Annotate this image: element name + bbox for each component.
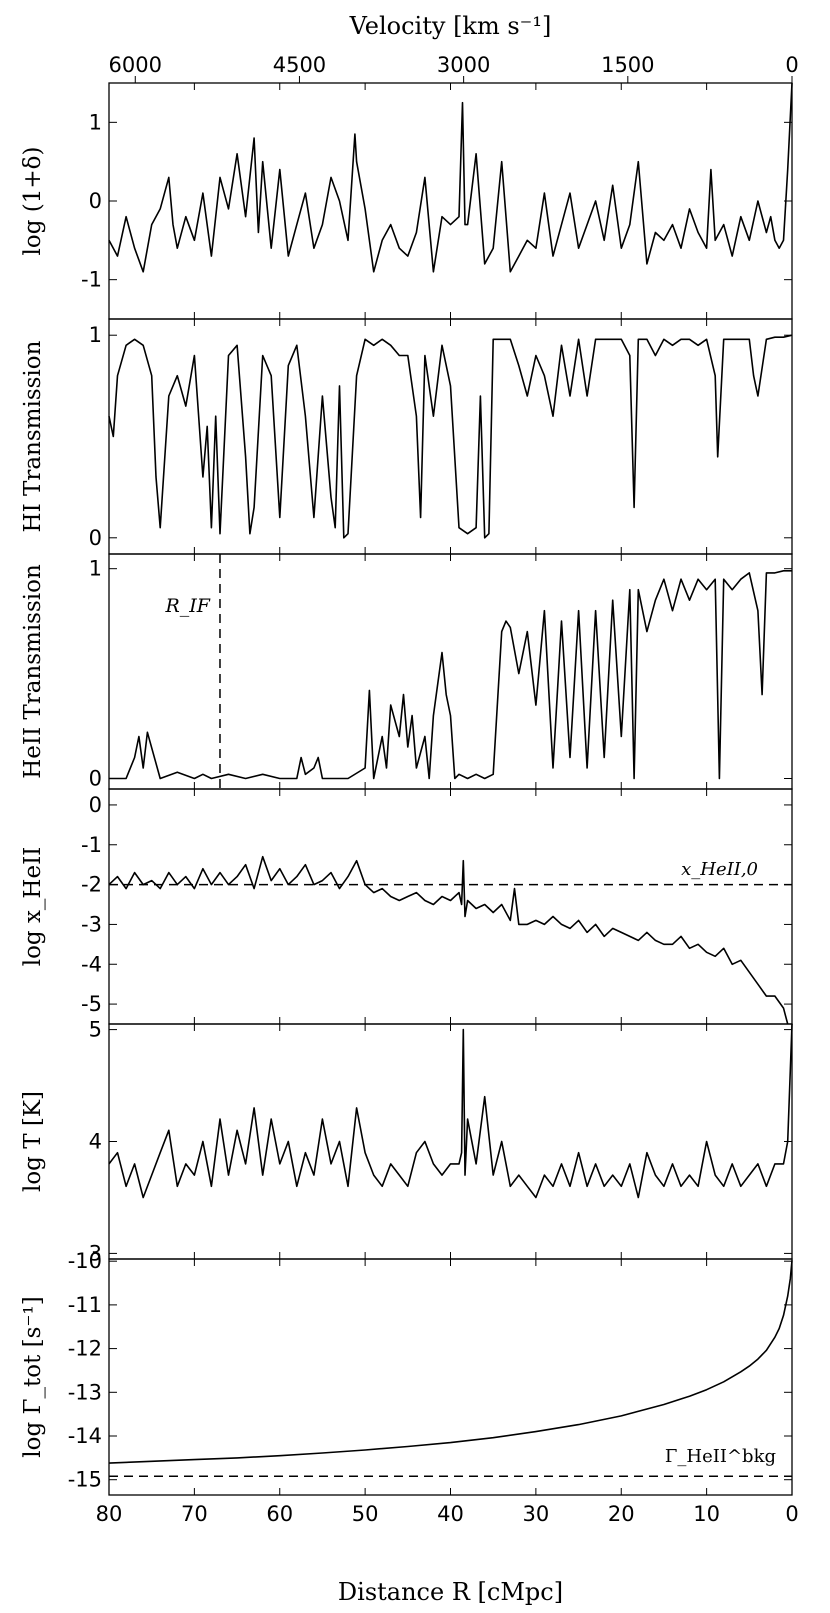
y-tick-label: -3 [81, 912, 102, 936]
y-tick-label: 0 [89, 767, 102, 791]
x-tick-label: 40 [437, 1502, 464, 1526]
x-tick-label: 70 [181, 1502, 208, 1526]
x-tick-label: 50 [352, 1502, 379, 1526]
series-line [108, 1260, 793, 1464]
y-tick-label: -5 [81, 992, 102, 1016]
reference-line-label: x_HeII,0 [681, 859, 758, 880]
y-tick-label: -11 [68, 1293, 102, 1317]
x-tick-label: 80 [96, 1502, 123, 1526]
y-tick-label: 1 [89, 323, 102, 347]
y-tick-label: 4 [89, 1130, 102, 1154]
series-line [108, 855, 789, 1025]
background-rate-label: Γ_HeII^bkg [665, 1446, 776, 1467]
y-axis-label: log x_HeII [20, 847, 46, 967]
y-tick-label: -4 [81, 952, 102, 976]
y-tick-label: 5 [89, 1018, 102, 1042]
y-axis-label: HI Transmission [20, 340, 46, 532]
panel-frame-1 [108, 82, 793, 320]
x-tick-label: 0 [785, 1502, 798, 1526]
y-axis-label: log T [K] [20, 1091, 46, 1192]
y-tick-label: -13 [68, 1380, 102, 1404]
series-line [108, 1023, 793, 1199]
y-tick-label: -1 [81, 833, 102, 857]
x-tick-label: 60 [266, 1502, 293, 1526]
y-tick-label: 1 [89, 110, 102, 134]
series-line [108, 82, 793, 273]
y-tick-label: 3 [89, 1241, 102, 1265]
y-tick-label: -15 [68, 1468, 102, 1492]
series-line [109, 569, 792, 780]
top-tick-label: 0 [785, 53, 798, 77]
y-tick-label: -1 [81, 268, 102, 292]
data-layer [108, 82, 793, 1477]
series-line [108, 334, 793, 539]
top-tick-label: 3000 [437, 53, 490, 77]
y-tick-label: 0 [89, 793, 102, 817]
y-tick-label: 0 [89, 526, 102, 550]
y-tick-label: -10 [68, 1249, 102, 1273]
y-axis-label: log (1+δ) [20, 147, 46, 256]
x-axis-label: Distance R [cMpc] [338, 1578, 563, 1606]
y-axis-label: HeII Transmission [20, 564, 46, 779]
top-tick-label: 4500 [273, 53, 326, 77]
y-tick-label: -12 [68, 1337, 102, 1361]
top-tick-label: 6000 [109, 53, 162, 77]
panel-frame-3 [108, 553, 793, 790]
y-tick-label: 0 [89, 189, 102, 213]
x-tick-label: 20 [608, 1502, 635, 1526]
x-tick-label: 10 [693, 1502, 720, 1526]
y-tick-label: -14 [68, 1424, 102, 1448]
ionization-front-label: R_IF [164, 595, 210, 617]
y-tick-label: 1 [89, 557, 102, 581]
x-tick-label: 30 [523, 1502, 550, 1526]
panel-frame-4 [108, 788, 793, 1025]
top-axis-label: Velocity [km s⁻¹] [349, 12, 552, 40]
y-tick-label: -2 [81, 873, 102, 897]
y-axis-label: log Γ_tot [s⁻¹] [20, 1296, 46, 1457]
panel-frame-5 [108, 1023, 793, 1260]
axes-layer [108, 76, 793, 1496]
top-tick-label: 1500 [601, 53, 654, 77]
